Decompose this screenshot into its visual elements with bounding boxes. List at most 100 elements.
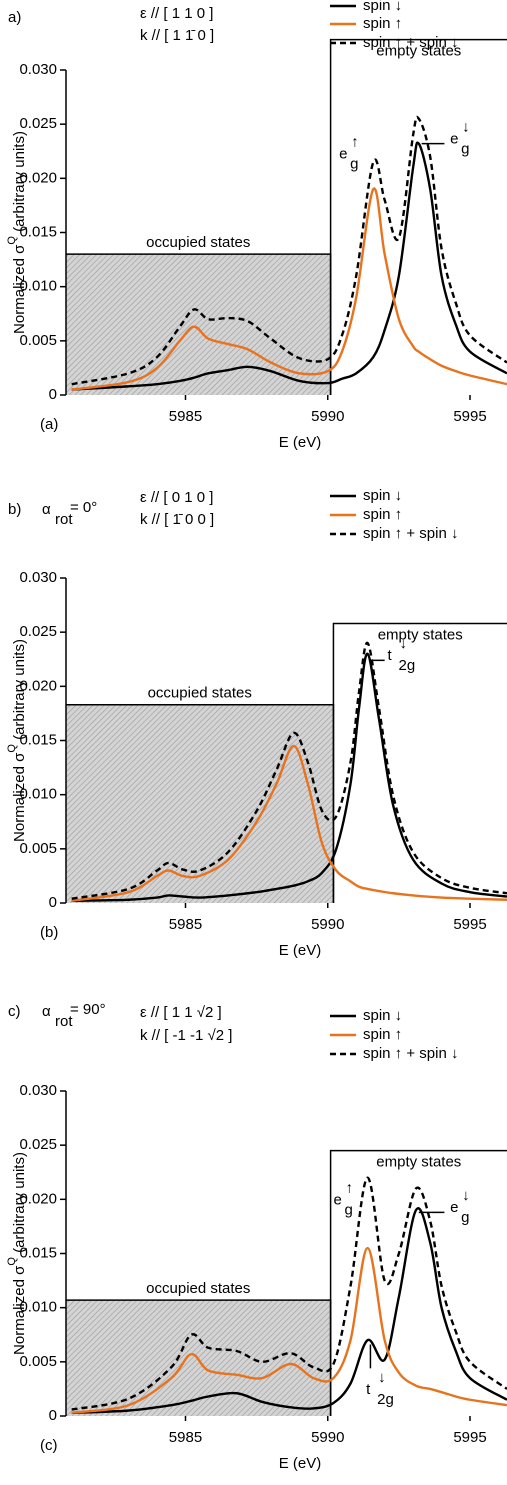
y-tick-label: 0.015 [19,223,57,240]
x-tick-label: 5985 [169,916,202,933]
rotation-subscript: rot [55,1013,73,1030]
region-label: occupied states [146,234,250,251]
peak-label-sup: ↑ [345,1179,353,1196]
y-tick-label: 0.010 [19,786,57,803]
y-axis-label: Normalized σQ (arbitrary units) [6,1152,28,1355]
wavevector: k // [ 1̄ 0 0 ] [140,511,214,528]
region-label: occupied states [148,685,252,702]
x-tick-label: 5990 [311,916,344,933]
y-tick-label: 0.030 [19,61,57,78]
polarization: ε // [ 1 1 √2 ] [140,1004,222,1021]
rotation-symbol: α [42,501,51,518]
y-tick-label: 0.015 [19,1244,57,1261]
panel-label: b) [8,501,21,518]
peak-label-sup: ↓ [462,118,470,135]
y-tick-label: 0.010 [19,1299,57,1316]
x-tick-label: 5990 [311,408,344,425]
series-line [71,1246,507,1414]
series-line [71,744,507,903]
peak-label-sup: ↓ [378,1369,386,1386]
x-tick-label: 5995 [453,408,486,425]
peak-label-sub: g [350,155,358,172]
rotation-symbol: α [42,1003,51,1020]
region-label: empty states [378,626,463,643]
series-line [71,115,507,386]
y-tick-label: 0 [49,386,57,403]
peak-label-base: t [366,1381,371,1398]
legend-label: spin ↓ [363,0,402,14]
peak-label-sub: g [461,140,469,157]
y-tick-label: 0.030 [19,1082,57,1099]
y-tick-label: 0.020 [19,169,57,186]
y-tick-label: 0.025 [19,115,57,132]
region-label: empty states [376,1154,461,1171]
y-axis-label-main: Normalized σ [11,752,28,842]
y-tick-label: 0 [49,1407,57,1424]
peak-label-sup: ↑ [351,133,359,150]
rotation-value: = 0° [70,499,97,516]
x-axis-label: E (eV) [279,434,322,451]
empty-region [329,38,507,395]
legend-label: spin ↓ [363,487,402,504]
y-axis-label-rest: (arbitrary units) [11,639,28,744]
series-line [71,141,507,391]
caption: (a) [40,416,58,433]
region-label: empty states [376,43,461,60]
peak-label-base: e [450,1199,458,1216]
y-axis-label-rest: (arbitrary units) [11,131,28,236]
y-tick-label: 0.020 [19,1190,57,1207]
peak-label-sup: ↓ [400,635,408,652]
y-axis-label: Normalized σQ (arbitrary units) [6,639,28,842]
series-line [71,1207,507,1414]
x-tick-label: 5985 [169,1429,202,1446]
peak-label-sub: 2g [399,657,416,674]
rotation-value: = 90° [70,1001,106,1018]
y-tick-label: 0.010 [19,278,57,295]
panel-label: c) [8,1003,21,1020]
y-tick-label: 0.005 [19,840,57,857]
empty-region [329,1149,507,1416]
y-tick-label: 0.025 [19,1136,57,1153]
wavevector: k // [ 1 1̄ 0 ] [140,27,214,44]
legend-label: spin ↑ [363,506,402,523]
legend-label: spin ↑ + spin ↓ [363,525,458,542]
peak-label-sub: g [344,1201,352,1218]
wavevector: k // [ -1 -1 √2 ] [140,1027,232,1044]
series-line [71,641,507,900]
y-tick-label: 0.015 [19,731,57,748]
occupied-region [66,704,334,903]
x-tick-label: 5990 [311,1429,344,1446]
caption: (c) [40,1437,58,1454]
series-line [71,1176,507,1411]
polarization: ε // [ 1 1 0 ] [140,5,213,22]
peak-label-sup: ↓ [462,1187,470,1204]
peak-label-sub: 2g [377,1391,394,1408]
caption: (b) [40,924,58,941]
y-axis-label-sup: Q [6,744,18,753]
y-axis-label-rest: (arbitrary units) [11,1152,28,1257]
x-tick-label: 5985 [169,408,202,425]
legend-label: spin ↓ [363,1007,402,1024]
peak-label-base: e [450,130,458,147]
peak-label-base: e [339,145,347,162]
y-tick-label: 0.020 [19,677,57,694]
y-axis-label-main: Normalized σ [11,1265,28,1355]
series-line [71,187,507,391]
rotation-subscript: rot [55,511,73,528]
y-axis-label-main: Normalized σ [11,244,28,334]
peak-label-sub: g [461,1209,469,1226]
y-tick-label: 0.005 [19,332,57,349]
peak-label-base: e [333,1191,341,1208]
x-tick-label: 5995 [453,916,486,933]
y-axis-label-sup: Q [6,236,18,245]
empty-region [332,622,507,903]
legend-label: spin ↑ [363,1026,402,1043]
x-axis-label: E (eV) [279,1455,322,1472]
y-tick-label: 0.005 [19,1353,57,1370]
peak-label-base: t [388,647,393,664]
legend-label: spin ↑ + spin ↓ [363,34,458,51]
y-tick-label: 0.030 [19,569,57,586]
y-axis-label-sup: Q [6,1257,18,1266]
x-axis-label: E (eV) [279,942,322,959]
